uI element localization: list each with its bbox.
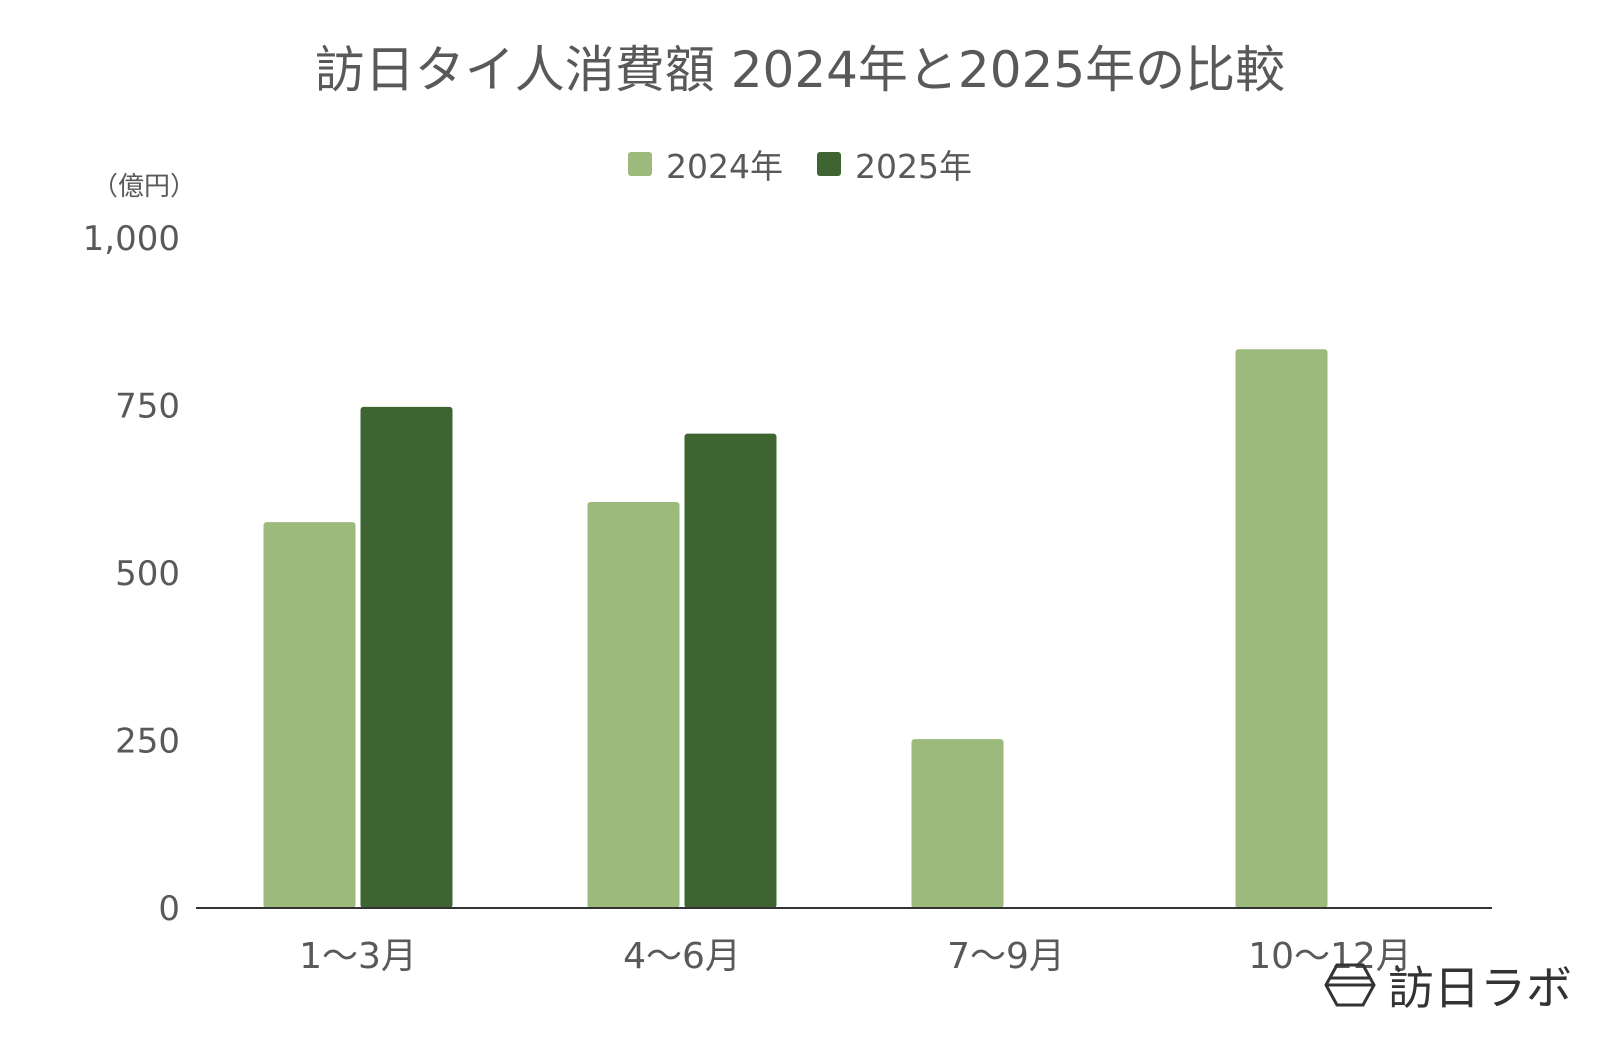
chart-title: 訪日タイ人消費額 2024年と2025年の比較 <box>314 41 1286 99</box>
bar-2024-0 <box>263 522 356 908</box>
brand-logo: 訪日ラボ <box>1324 952 1572 1018</box>
legend: 2024年 2025年 <box>0 140 1600 188</box>
x-tick-label: 1～3月 <box>299 936 417 977</box>
x-tick-label: 10～12月 <box>1248 936 1412 977</box>
brand-logo-text: 訪日ラボ <box>1388 961 1572 1015</box>
legend-swatch-2025 <box>817 152 841 176</box>
x-tick-label: 7～9月 <box>947 936 1065 977</box>
legend-label-2024: 2024年 <box>666 147 783 186</box>
bar-2024-3 <box>1235 349 1328 909</box>
legend-label-2025: 2025年 <box>855 147 972 186</box>
y-tick-label: 0 <box>158 889 180 929</box>
y-unit-label: （億円） <box>92 172 197 202</box>
bar-2024-2 <box>911 739 1004 908</box>
legend-item-2025: 2025年 <box>817 140 972 188</box>
y-tick-label: 1,000 <box>83 219 180 259</box>
bar-2025-1 <box>684 433 777 908</box>
y-tick-label: 500 <box>115 554 180 594</box>
x-tick-label: 4～6月 <box>623 936 741 977</box>
legend-swatch-2024 <box>628 152 653 176</box>
y-tick-label: 250 <box>115 722 180 762</box>
bar-2024-1 <box>587 501 680 908</box>
hexagon-logo-icon <box>1324 963 1376 1007</box>
bar-2025-0 <box>360 406 453 908</box>
legend-item-2024: 2024年 <box>628 140 783 188</box>
y-tick-label: 750 <box>115 387 180 427</box>
